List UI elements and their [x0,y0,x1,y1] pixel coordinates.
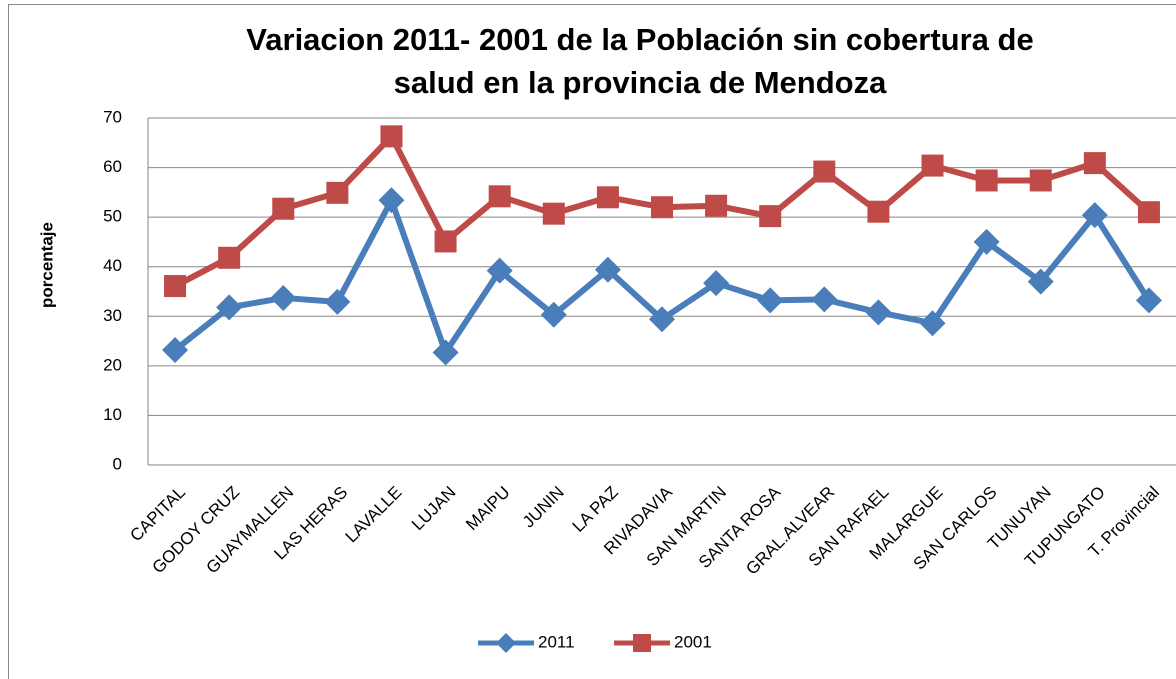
y-tick-label: 70 [103,107,122,126]
marker [813,160,836,183]
y-tick-label: 60 [103,157,122,176]
x-tick-label: MAIPU [462,483,514,535]
marker [594,256,621,283]
marker [486,257,513,284]
marker [757,287,784,314]
y-tick-label: 10 [103,405,122,424]
marker [759,205,782,228]
marker [649,306,675,333]
marker [542,202,565,225]
x-tick-label: LAVALLE [342,483,406,547]
marker [1027,268,1054,295]
chart-title: Variacion 2011- 2001 de la Población sin… [246,22,1033,57]
marker [326,181,349,204]
marker [919,310,946,337]
legend-marker [633,634,651,652]
y-tick-label: 40 [103,256,122,275]
y-tick-label: 50 [103,207,122,226]
marker [164,275,187,298]
marker [596,186,619,209]
chart-title: salud en la provincia de Mendoza [394,65,887,100]
marker [811,286,838,313]
marker [324,288,351,315]
marker [867,200,890,223]
marker [1137,201,1160,224]
x-tick-label: LUJAN [408,483,460,535]
x-tick-label: LA PAZ [569,483,622,536]
marker [1083,152,1106,175]
marker [865,299,892,326]
marker [162,336,189,363]
legend-label: 2011 [538,632,575,651]
marker [380,125,403,148]
marker [218,246,241,269]
chart-frame [8,4,1176,679]
marker [378,187,405,214]
marker [272,197,295,220]
marker [975,169,998,192]
y-tick-label: 0 [113,454,122,473]
marker [540,301,567,328]
marker [703,270,730,297]
y-tick-label: 20 [103,355,122,374]
marker [432,339,459,366]
marker [651,196,673,219]
marker [1029,169,1052,192]
marker [488,185,511,208]
marker [705,194,728,217]
marker [973,228,1000,255]
legend-label: 2001 [674,632,712,651]
marker [921,154,944,177]
marker [434,230,457,253]
x-tick-label: JUNIN [519,483,568,532]
marker [1135,287,1162,314]
y-tick-label: 30 [103,306,122,325]
y-axis-label: porcentaje [37,222,56,308]
marker [216,294,243,321]
marker [1081,202,1108,229]
marker [270,284,297,311]
legend-marker [496,633,516,653]
